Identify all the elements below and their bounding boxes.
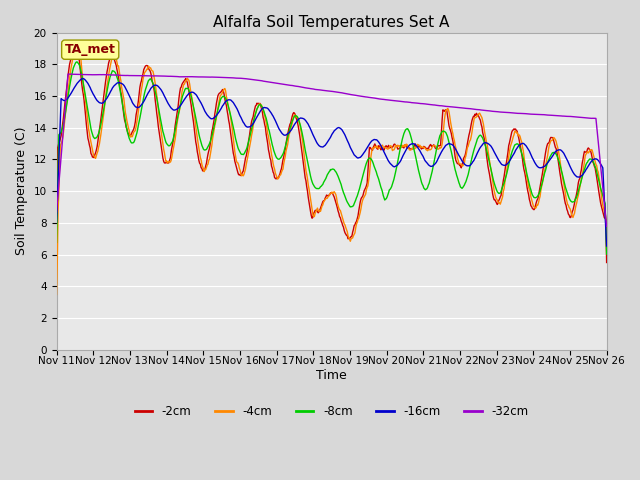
Y-axis label: Soil Temperature (C): Soil Temperature (C) xyxy=(15,127,28,255)
X-axis label: Time: Time xyxy=(316,369,347,382)
Text: TA_met: TA_met xyxy=(65,43,116,56)
Title: Alfalfa Soil Temperatures Set A: Alfalfa Soil Temperatures Set A xyxy=(213,15,450,30)
Legend: -2cm, -4cm, -8cm, -16cm, -32cm: -2cm, -4cm, -8cm, -16cm, -32cm xyxy=(130,401,533,423)
